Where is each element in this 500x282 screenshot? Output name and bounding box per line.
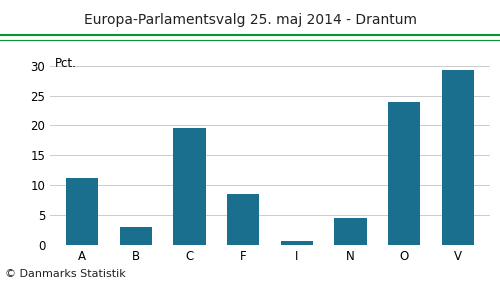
Text: Europa-Parlamentsvalg 25. maj 2014 - Drantum: Europa-Parlamentsvalg 25. maj 2014 - Dra… <box>84 13 416 27</box>
Bar <box>120 227 152 245</box>
Bar <box>334 218 366 245</box>
Bar <box>388 102 420 245</box>
Text: Pct.: Pct. <box>56 57 77 70</box>
Bar <box>66 178 98 245</box>
Bar <box>442 70 474 245</box>
Bar <box>174 129 206 245</box>
Bar <box>280 241 313 245</box>
Bar <box>227 194 260 245</box>
Text: © Danmarks Statistik: © Danmarks Statistik <box>5 269 126 279</box>
